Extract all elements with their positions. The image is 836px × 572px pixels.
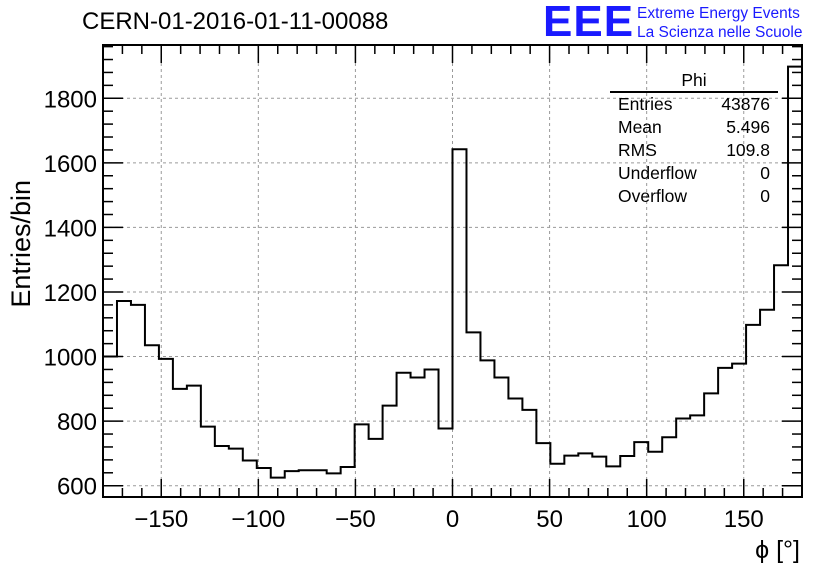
x-tick-label: 150 (724, 506, 764, 533)
stats-row-mean: Mean 5.496 (610, 116, 778, 139)
chart-title: CERN-01-2016-01-11-00088 (82, 8, 389, 35)
x-tick-label: −150 (134, 506, 188, 533)
stats-value: 109.8 (726, 140, 770, 160)
stats-name: Phi (610, 70, 778, 93)
logo-line-1: Extreme Energy Events (637, 5, 800, 22)
stats-value: 0 (760, 186, 770, 206)
x-tick-label: 0 (446, 506, 459, 533)
stats-value: 43876 (721, 94, 770, 114)
y-tick-label: 800 (57, 409, 97, 436)
stats-row-entries: Entries 43876 (610, 93, 778, 116)
stats-row-underflow: Underflow 0 (610, 162, 778, 185)
stats-label: Mean (618, 117, 662, 137)
x-tick-label: −50 (335, 506, 376, 533)
stats-value: 5.496 (726, 117, 770, 137)
y-tick-label: 600 (57, 474, 97, 501)
x-axis-label: ϕ [°] (755, 536, 800, 564)
x-tick-label: −100 (231, 506, 285, 533)
stats-value: 0 (760, 163, 770, 183)
y-axis-label: Entries/bin (6, 180, 36, 308)
stats-label: RMS (618, 140, 657, 160)
stats-box: Phi Entries 43876 Mean 5.496 RMS 109.8 U… (610, 70, 778, 208)
y-tick-label: 1600 (44, 151, 97, 178)
y-tick-label: 1200 (44, 280, 97, 307)
x-tick-labels: −150 −100 −50 0 50 100 150 (134, 506, 764, 533)
stats-label: Underflow (618, 163, 697, 183)
histogram-step-line (103, 65, 802, 479)
y-tick-label: 1400 (44, 215, 97, 242)
stats-label: Entries (618, 94, 673, 114)
x-tick-label: 50 (536, 506, 563, 533)
plot-frame (102, 44, 803, 498)
y-tick-label: 1000 (44, 345, 97, 372)
x-tick-label: 100 (627, 506, 667, 533)
y-tick-label: 1800 (44, 86, 97, 113)
eee-logo: EEE (543, 0, 635, 46)
logo-line-2: La Scienza nelle Scuole (637, 24, 803, 41)
y-tick-labels: 600 800 1000 1200 1400 1600 1800 (44, 86, 97, 500)
stats-row-rms: RMS 109.8 (610, 139, 778, 162)
stats-label: Overflow (618, 186, 688, 206)
stats-row-overflow: Overflow 0 (610, 185, 778, 208)
logo-caption: Extreme Energy Events La Scienza nelle S… (637, 4, 802, 42)
